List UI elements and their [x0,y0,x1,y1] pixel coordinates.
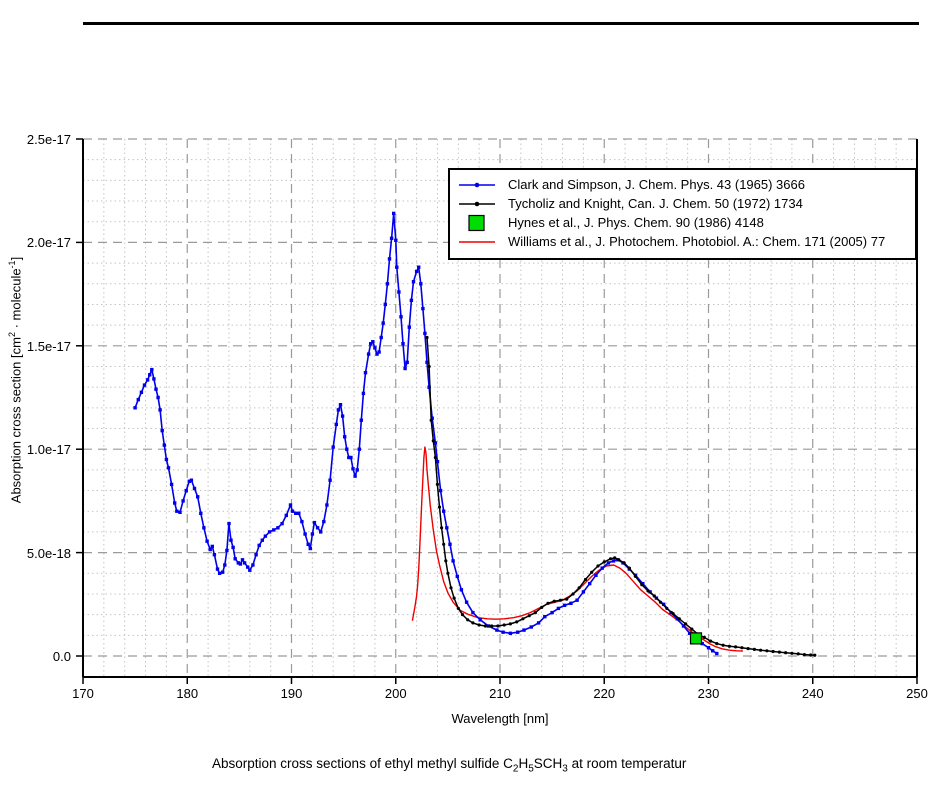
caption-subscript: 5 [528,763,534,775]
legend-entry: Clark and Simpson, J. Chem. Phys. 43 (19… [450,175,915,194]
y-tick-label: 5.0e-18 [26,545,71,561]
legend-line-marker-icon [459,182,495,187]
y-axis-title-superscript: -1 [7,260,17,269]
y-tick-label: 2.0e-17 [26,235,71,251]
y-axis-title-text: · molecule [8,268,24,333]
legend-square-icon [468,214,485,231]
x-tick-label: 220 [593,686,616,701]
x-axis-title: Wavelength [nm] [451,711,549,726]
legend-label: Williams et al., J. Photochem. Photobiol… [508,234,886,249]
x-tick-label: 180 [176,686,199,701]
y-tick-label: 0.0 [52,649,71,664]
y-axis-title-text: Absorption cross section [cm [8,337,24,504]
y-tick-label: 1.5e-17 [26,338,71,354]
top-divider-line [83,22,919,25]
caption-text: at room temperatur [567,756,687,771]
caption-text: Absorption cross sections of ethyl methy… [212,756,513,771]
x-tick-label: 200 [384,686,407,701]
caption-subscript: 3 [562,763,568,775]
x-tick-label: 210 [489,686,511,701]
legend-line-icon [459,240,495,243]
y-axis-title-text: ] [8,256,24,261]
x-tick-label: 240 [801,686,824,701]
x-tick-label: 190 [280,686,303,701]
legend-entry: Williams et al., J. Photochem. Photobiol… [450,232,915,251]
legend-entry: Tycholiz and Knight, Can. J. Chem. 50 (1… [450,194,915,213]
caption-text: H [518,756,529,771]
x-tick-label: 250 [906,686,928,701]
y-tick-label: 1.0e-17 [26,442,71,458]
y-tick-label: 2.5e-17 [26,132,71,147]
legend-box: Clark and Simpson, J. Chem. Phys. 43 (19… [448,168,917,260]
legend-label: Tycholiz and Knight, Can. J. Chem. 50 (1… [508,196,803,211]
caption-text: SCH [533,756,563,771]
legend-entry: Hynes et al., J. Phys. Chem. 90 (1986) 4… [450,213,915,232]
figure-caption: Absorption cross sections of ethyl methy… [212,756,686,775]
legend-label: Clark and Simpson, J. Chem. Phys. 43 (19… [508,177,805,192]
legend-label: Hynes et al., J. Phys. Chem. 90 (1986) 4… [508,215,764,230]
y-axis-title: Absorption cross section [cm2 · molecule… [7,239,23,521]
x-tick-label: 230 [697,686,720,701]
legend-line-marker-icon [459,201,495,206]
caption-subscript: 2 [512,763,519,775]
y-axis-title-superscript: 2 [7,332,17,338]
x-tick-label: 170 [72,686,94,701]
